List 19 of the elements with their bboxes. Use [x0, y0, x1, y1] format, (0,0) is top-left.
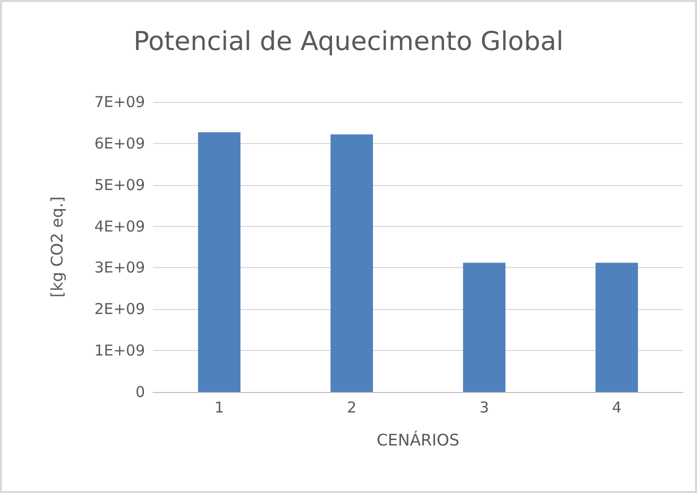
bar: [596, 262, 638, 392]
y-tick-label: 7E+09: [94, 93, 145, 111]
y-tick-label: 2E+09: [94, 300, 145, 318]
x-axis-title: CENÁRIOS: [376, 430, 460, 450]
y-tick-label: 5E+09: [94, 176, 145, 194]
bar: [463, 262, 506, 392]
bar: [330, 134, 373, 392]
bar: [198, 132, 240, 392]
x-tick-label: 4: [612, 398, 622, 416]
y-tick-label: 6E+09: [94, 134, 145, 152]
x-tick-label: 3: [479, 398, 490, 416]
y-tick-label: 1E+09: [94, 342, 145, 360]
y-axis-title: [kg CO2 eq.]: [48, 196, 66, 298]
x-tick-label: 1: [214, 398, 224, 416]
y-tick-label: 3E+09: [94, 258, 145, 277]
y-tick-label: 0: [135, 383, 145, 401]
chart-title: Potencial de Aquecimento Global: [134, 27, 564, 57]
x-tick-label: 2: [346, 398, 357, 416]
y-tick-label: 4E+09: [94, 217, 145, 236]
